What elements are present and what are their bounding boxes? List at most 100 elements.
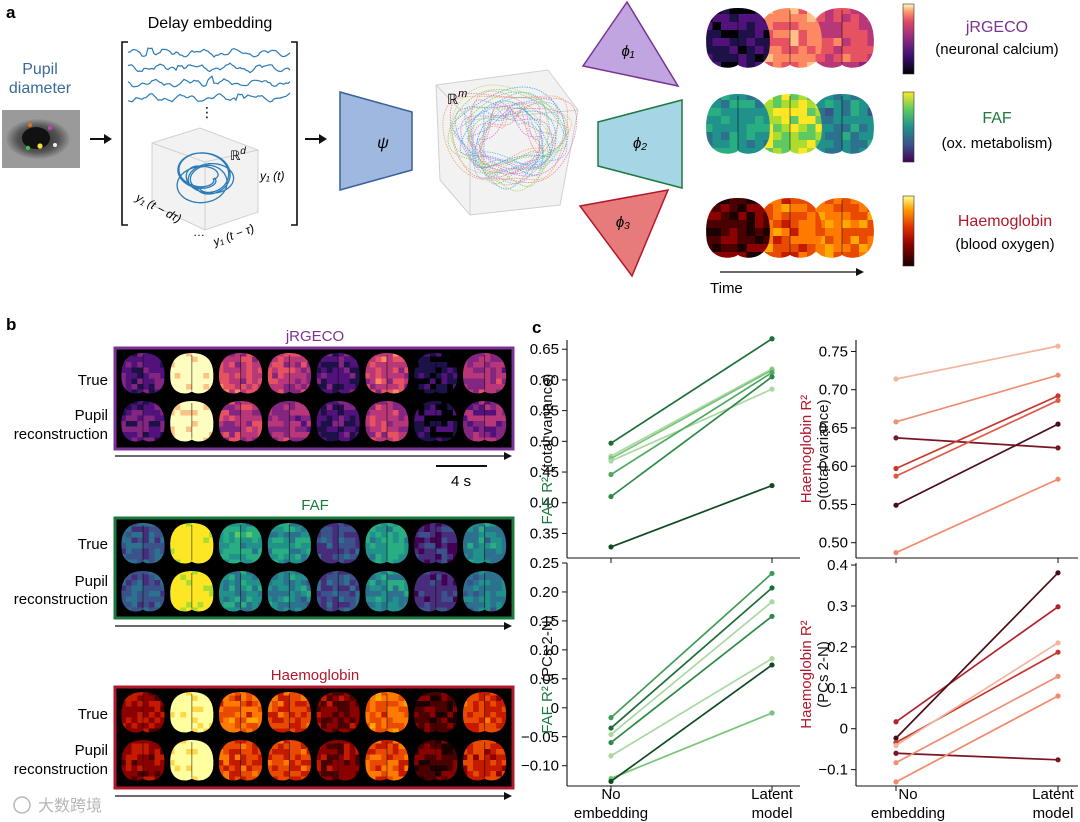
brain-frame	[414, 401, 458, 442]
rm-symbol: ℝ	[447, 91, 459, 107]
series-line	[895, 675, 1059, 764]
manifold-loop	[470, 99, 569, 177]
manifold-loop	[442, 95, 569, 181]
group-title-jrgeco: jRGECO	[285, 328, 344, 345]
series-5	[608, 655, 775, 759]
time-arrowhead-jrgeco	[504, 452, 512, 460]
y-tick-label: 0.60	[530, 372, 559, 389]
series-line	[610, 371, 773, 476]
series-point	[1055, 649, 1061, 655]
series-point	[893, 502, 899, 508]
series-point	[1055, 604, 1061, 610]
delay-traces	[127, 47, 291, 103]
y-tick-label: 0.75	[819, 343, 848, 360]
series-4	[608, 386, 775, 464]
series-point	[1055, 372, 1061, 378]
series-point	[1055, 421, 1061, 427]
panel-letter-b: b	[6, 315, 16, 334]
x-cat-left-line2-col1: embedding	[574, 805, 648, 822]
series-line	[895, 399, 1059, 477]
series-point	[1055, 757, 1061, 763]
ylabel-rest: (total variance)	[539, 374, 556, 473]
series-line	[895, 606, 1059, 723]
y-tick-label: 0	[840, 721, 848, 738]
series-point	[893, 473, 899, 479]
manifold-loop	[472, 108, 544, 168]
series-point	[1055, 397, 1061, 404]
chart-ylabel: FAF R² (total variance)	[539, 374, 556, 525]
brain-frame	[170, 740, 214, 781]
manifold-loop	[467, 108, 546, 168]
series-point	[893, 719, 899, 725]
series-line	[610, 657, 773, 757]
manifold-loop	[454, 98, 559, 178]
series-line	[895, 395, 1059, 470]
series-3	[608, 367, 775, 462]
chart-1: 0.35 0.40 0.45 0.50 0.55 0.60 0.65 FAF R² (tota…	[530, 336, 800, 563]
brain-frame	[414, 353, 458, 394]
y-tick-label: 0.50	[530, 433, 559, 450]
series-point	[1055, 476, 1061, 482]
series-5	[893, 397, 1061, 479]
y-tick-label: 0.05	[530, 671, 559, 688]
brain-frame	[365, 353, 409, 394]
series-point	[893, 735, 899, 741]
axis-dots-label: …	[193, 225, 205, 239]
y-tick-label: 0.55	[530, 403, 559, 420]
bracket-left	[121, 41, 128, 226]
axis-y1t-label: y₁ (t)	[259, 169, 284, 183]
series-line	[610, 587, 773, 729]
series-point	[769, 386, 775, 392]
ylabel-rest: (PCs 2-N)	[539, 615, 556, 682]
series-point	[769, 599, 775, 605]
manifold-loop	[465, 91, 568, 185]
series-line	[895, 345, 1059, 380]
manifold-loop	[478, 101, 555, 175]
brain-frame	[219, 401, 263, 442]
manifold-loop	[472, 109, 539, 167]
series-point	[893, 742, 899, 749]
ylabel-rest: (total variance)	[815, 399, 832, 498]
row-label-recon1-jrgeco: Pupil	[75, 407, 108, 424]
series-line	[895, 752, 1059, 761]
series-1	[608, 336, 775, 446]
bracket-right	[291, 41, 298, 226]
series-point	[893, 550, 899, 556]
time-arrowhead	[856, 268, 864, 276]
y-tick-label: 0.60	[819, 458, 848, 475]
series-point	[769, 710, 775, 716]
series-line	[895, 695, 1059, 783]
x-cat-right-line1-col1: Latent	[751, 786, 794, 803]
series-point	[608, 458, 614, 464]
x-cat-right-line1-col2: Latent	[1032, 786, 1075, 803]
series-point	[1055, 673, 1061, 679]
modality-name-haemoglobin: Haemoglobin	[958, 213, 1052, 230]
series-point	[608, 493, 614, 500]
y-tick-label: −0.10	[521, 758, 559, 775]
y-tick-label: 0.10	[530, 642, 559, 659]
series-point	[1055, 393, 1061, 399]
manifold-loop	[476, 106, 544, 170]
arrowhead-2	[319, 134, 327, 144]
manifold-loop	[459, 100, 543, 176]
series-2	[893, 570, 1061, 741]
y-tick-label: 0.4	[827, 557, 848, 574]
ylabel-colored: FAF R²	[539, 473, 556, 525]
series-7	[893, 476, 1061, 556]
arrowhead-1	[104, 134, 112, 144]
decoder-phi3	[578, 189, 670, 278]
y-tick-label: 0.15	[530, 613, 559, 630]
x-cat-left-line2-col2: embedding	[871, 805, 945, 822]
colorbar-haemoglobin	[902, 195, 915, 267]
rm-sup: m	[458, 88, 467, 100]
modality-desc-faf: (ox. metabolism)	[942, 135, 1053, 152]
series-line	[895, 423, 1059, 506]
chart-ylabel: FAF R² (PCs 2-N)	[539, 615, 556, 733]
pupil-title-line1: Pupil	[22, 61, 58, 78]
delay-embedding-title: Delay embedding	[148, 15, 273, 32]
delay-attractor-curve	[176, 152, 235, 204]
manifold-loop	[451, 86, 566, 190]
series-line	[895, 572, 1059, 739]
panel-letter-c: c	[532, 318, 541, 337]
y-tick-label: 0.45	[530, 464, 559, 481]
